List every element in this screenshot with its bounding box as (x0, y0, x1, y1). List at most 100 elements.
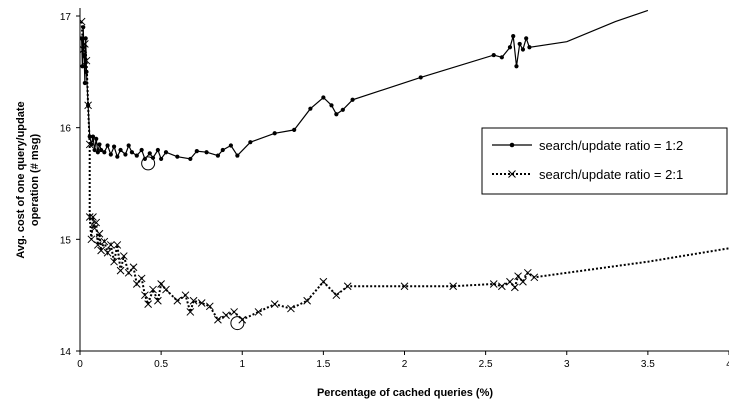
series-layer (80, 9, 729, 324)
series-2-point (90, 224, 99, 233)
series-2-point (449, 282, 458, 291)
series-1-point (95, 150, 100, 155)
series-1-point (155, 147, 160, 153)
x-tick-label: 0.5 (154, 359, 168, 370)
series-2-point (189, 296, 198, 305)
series-2-point (89, 213, 97, 221)
series-1-point (102, 150, 107, 155)
y-tick-label: 14 (60, 347, 72, 358)
series-2-point (87, 235, 96, 244)
series-2-point (222, 311, 230, 320)
series-2-point (124, 268, 133, 277)
y-axis-title-line2: operation (# msg) (29, 134, 41, 227)
series-2-point (81, 40, 89, 48)
series-1-point (248, 140, 253, 145)
series-2-point (214, 315, 222, 324)
series-1-point (517, 41, 522, 47)
series-2-point (95, 229, 104, 238)
series-2-point (254, 308, 263, 316)
series-2-point (186, 308, 195, 316)
series-2-point (129, 263, 138, 272)
series-2-point (506, 277, 514, 286)
minima-highlights (141, 156, 245, 331)
series-2-point (141, 291, 149, 300)
x-tick-label: 4 (726, 359, 729, 370)
series-1-point (220, 147, 225, 153)
series-1-point (204, 150, 209, 155)
series-1-point (134, 153, 139, 158)
y-tick-label: 15 (60, 235, 72, 246)
x-tick-label: 0 (77, 359, 83, 370)
series-1 (80, 9, 649, 162)
series-1-point (82, 80, 87, 86)
minimum-circle (141, 156, 156, 171)
series-1-point (150, 155, 156, 160)
series-1-point (129, 150, 135, 155)
series-2-point (497, 282, 506, 291)
legend-label-series-2: search/update ratio = 2:1 (539, 167, 683, 182)
series-2-point (230, 308, 238, 316)
legend-label-series-1: search/update ratio = 1:2 (539, 138, 683, 153)
y-tick-label: 17 (60, 12, 72, 23)
series-1-point (90, 134, 96, 139)
series-1-point (321, 95, 326, 100)
series-2-point (197, 299, 206, 307)
series-2-point (119, 252, 128, 260)
series-2-point (510, 283, 519, 292)
series-2-point (400, 282, 409, 291)
x-tick-label: 1 (239, 359, 245, 370)
series-2-point (85, 140, 94, 149)
x-tick-label: 3 (564, 359, 570, 370)
series-2-point (530, 273, 539, 282)
series-1-point (94, 136, 99, 141)
series-1-point (83, 36, 88, 41)
series-1-point (97, 142, 102, 147)
series-2-point (319, 277, 328, 286)
series-2-point (113, 241, 122, 249)
series-2-point (97, 246, 105, 255)
x-tick-label: 2.5 (479, 359, 493, 370)
x-tick-label: 3.5 (641, 359, 655, 370)
series-1-point (507, 45, 513, 50)
series-1-point (123, 152, 128, 157)
series-1-point (139, 147, 144, 153)
series-1-point (491, 52, 496, 58)
y-axis-title-line1: Avg. cost of one query/update (15, 101, 27, 258)
series-2-point (92, 218, 101, 227)
series-1-point (105, 143, 110, 148)
series-2-point (100, 237, 109, 246)
series-1-point (115, 154, 120, 159)
series-2-point (303, 296, 312, 305)
series-1-point (514, 64, 519, 69)
series-2-point (149, 285, 157, 294)
y-axis-title: Avg. cost of one query/update operation … (15, 101, 41, 258)
x-axis-title: Percentage of cached queries (%) (317, 387, 493, 399)
series-1-point (329, 103, 334, 108)
series-2-point (181, 291, 190, 300)
minimum-circle (230, 316, 245, 331)
series-2-point (103, 248, 112, 257)
legend: search/update ratio = 1:2 search/update … (481, 127, 728, 195)
series-1-point (92, 147, 97, 153)
series-1-point (350, 97, 355, 102)
series-2-point (80, 17, 86, 26)
series-1-point (340, 107, 345, 112)
series-1-point (308, 106, 313, 111)
series-2-point (85, 213, 94, 221)
series-1-point (108, 152, 113, 157)
series-1-point (499, 55, 504, 60)
series-1-point (118, 147, 123, 153)
series-1-point (418, 75, 423, 80)
series-2-point (132, 280, 141, 288)
series-2-point (93, 241, 102, 249)
x-tick-label: 2 (402, 359, 408, 370)
series-2-point (154, 296, 162, 305)
series-2-point (343, 282, 352, 291)
y-tick-label: 16 (60, 124, 72, 135)
series-2-point (116, 266, 125, 275)
series-1-point (524, 36, 529, 41)
series-2-point (205, 302, 214, 311)
legend-box (481, 127, 728, 195)
series-2-point (84, 101, 92, 110)
